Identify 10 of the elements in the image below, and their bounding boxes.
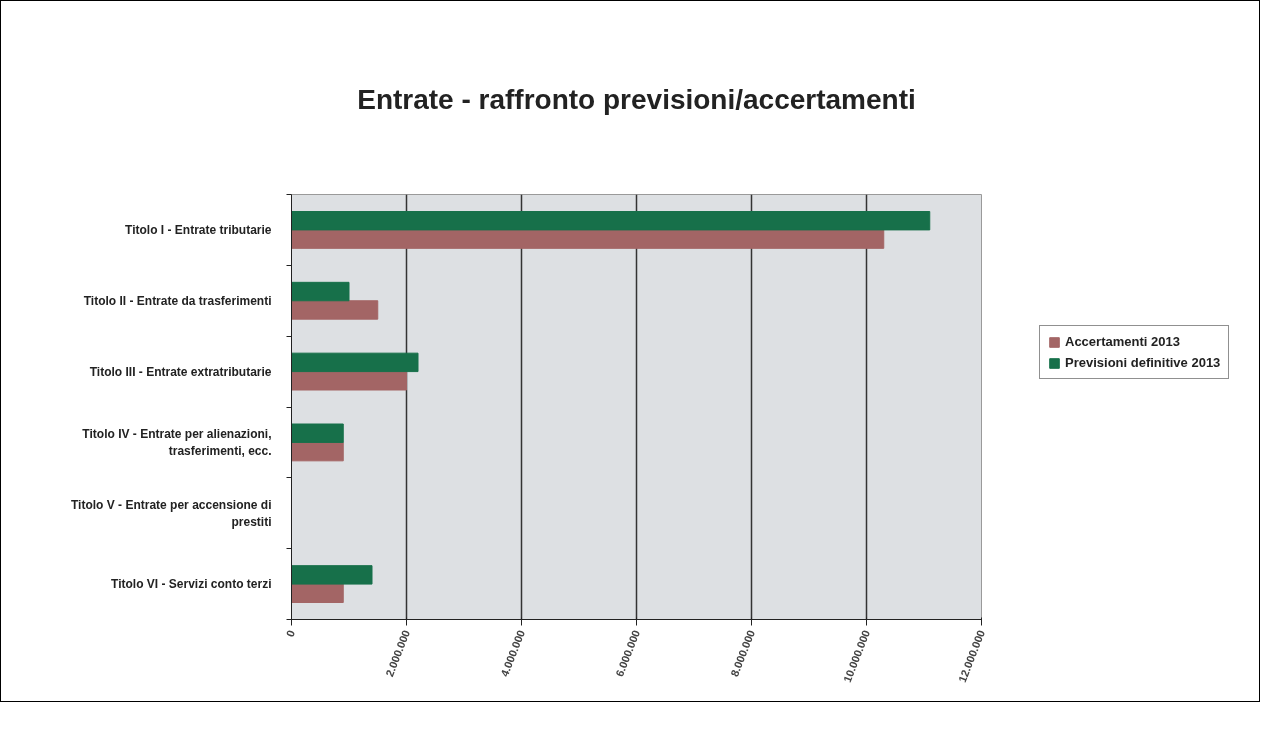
y-tick-label: Titolo III - Entrate extratributarie [89,364,272,379]
y-tick-label: Titolo VI - Servizi conto terzi [111,577,272,592]
x-tick-label: 0 [283,628,298,639]
y-tick-label: Titolo II - Entrate da trasferimenti [83,293,272,308]
legend-label: Accertamenti 2013 [1065,334,1180,349]
y-tick-label: Titolo V - Entrate per accensione di prestiti [71,497,272,529]
chart-title: Entrate - raffronto previsioni/accertamenti [357,83,916,115]
y-tick-label: Titolo I - Entrate tributarie [125,222,272,237]
legend-label: Previsioni definitive 2013 [1065,355,1221,370]
y-tick-label: Titolo IV - Entrate per alienazioni, trasferimenti, ecc. [82,427,272,458]
